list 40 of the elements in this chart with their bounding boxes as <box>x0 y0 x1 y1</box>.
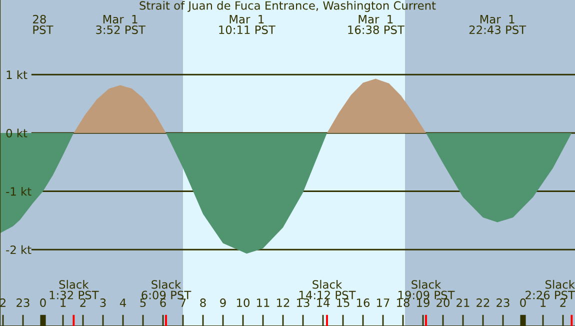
x-tick-label: 19 <box>417 298 430 308</box>
x-tick-label: 8 <box>200 298 206 308</box>
annotation: Slack 1:32 PST <box>50 280 99 300</box>
annotation: Slack 19:09 PST <box>398 280 455 300</box>
y-tick-label: 1 kt <box>6 70 28 79</box>
x-tick-label: 23 <box>16 298 30 308</box>
x-tick-label: 18 <box>397 298 410 308</box>
x-tick-label: 0 <box>40 298 46 308</box>
x-tick-label: 6 <box>160 298 166 308</box>
x-tick-label: 23 <box>496 298 510 308</box>
y-tick-label: -1 kt <box>6 186 32 196</box>
x-tick-label: 10 <box>237 298 250 308</box>
x-tick-label: 21 <box>456 298 470 307</box>
x-tick-label: 1 <box>540 298 546 307</box>
x-tick-label: 0 <box>520 298 526 308</box>
x-tick-label: 11 <box>257 298 270 307</box>
x-tick-label: 2 <box>80 298 86 307</box>
annotation: Mar 1 3:52 PST <box>96 15 146 34</box>
x-tick-label: 15 <box>337 298 350 308</box>
x-tick-label: 3 <box>100 298 106 308</box>
annotation: Slack 2:26 PST <box>526 280 575 300</box>
x-tick-label: 13 <box>297 298 310 308</box>
x-tick-label: 2 <box>0 298 6 307</box>
x-tick-label: 17 <box>377 298 390 307</box>
x-tick-label: 5 <box>140 298 146 308</box>
chart-title: Strait of Juan de Fuca Entrance, Washington Current <box>140 0 436 12</box>
x-tick-label: 22 <box>476 298 490 307</box>
x-tick-label: 16 <box>357 298 370 308</box>
y-tick-label: -2 kt <box>6 245 32 254</box>
annotation: Mar 1 22:43 PST <box>469 15 526 34</box>
x-tick-label: 4 <box>120 298 126 307</box>
x-tick-label: 14 <box>317 298 330 307</box>
annotation: Slack 14:12 PST <box>300 280 356 300</box>
x-tick-label: 12 <box>277 298 290 307</box>
x-tick-label: 20 <box>436 298 450 308</box>
annotation: 28 PST <box>33 14 54 34</box>
x-tick-label: 9 <box>220 298 226 308</box>
annotation: Mar 1 10:11 PST <box>219 15 276 34</box>
annotation: Mar 1 16:38 PST <box>348 15 404 34</box>
annotation: Slack 6:09 PST <box>142 280 192 300</box>
